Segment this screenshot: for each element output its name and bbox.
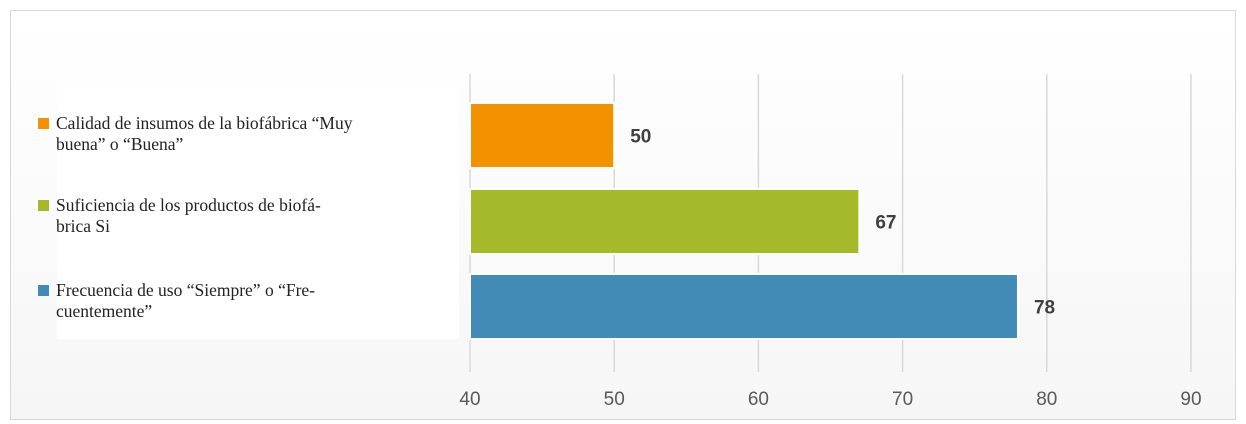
legend-label-quality-line1: Calidad de insumos de la biofábrica “Muy [56,113,353,133]
bar-quality [469,102,616,169]
legend-swatch-frequency [38,285,49,296]
legend-item-sufficiency: Suficiencia de los productos de biofá- b… [38,195,457,237]
legend-label-frequency-line2: cuentemente” [56,301,153,321]
legend-label-sufficiency-line2: brica Si [56,216,110,236]
x-tick-label-40: 40 [459,389,480,410]
legend-swatch-quality [38,118,49,129]
x-tick-label-50: 50 [604,389,625,410]
legend-label-frequency: Frecuencia de uso “Siempre” o “Fre- cuen… [56,280,315,322]
legend-item-quality: Calidad de insumos de la biofábrica “Muy… [38,113,457,155]
legend-label-frequency-line1: Frecuencia de uso “Siempre” o “Fre- [56,280,315,300]
legend-swatch-sufficiency [38,200,49,211]
x-tick-label-80: 80 [1036,389,1057,410]
x-tick-label-60: 60 [748,389,769,410]
legend-item-frequency: Frecuencia de uso “Siempre” o “Fre- cuen… [38,280,457,322]
data-labels: 50 67 78 [630,127,1055,319]
legend-label-sufficiency: Suficiencia de los productos de biofá- b… [56,195,321,237]
data-label-quality: 50 [630,127,651,148]
legend-label-quality: Calidad de insumos de la biofábrica “Muy… [56,113,352,155]
x-tick-label-70: 70 [892,389,913,410]
data-label-frequency: 78 [1034,298,1055,319]
bar-frequency [469,273,1019,340]
legend-label-quality-line2: buena” o “Buena” [56,134,184,154]
x-axis-ticks: 40 50 60 70 80 90 [459,389,1201,410]
bars [469,102,1019,340]
x-tick-label-90: 90 [1180,389,1201,410]
bar-sufficiency [469,188,861,255]
legend-label-sufficiency-line1: Suficiencia de los productos de biofá- [56,195,321,215]
legend: Calidad de insumos de la biofábrica “Muy… [38,83,459,339]
data-label-sufficiency: 67 [875,213,896,234]
